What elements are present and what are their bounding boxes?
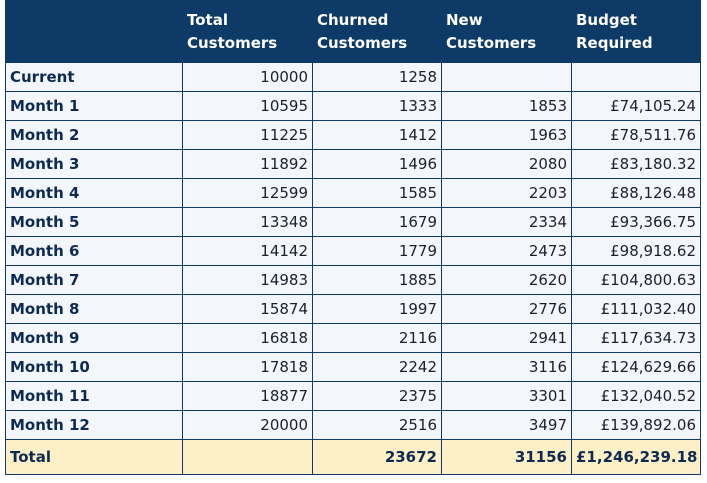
cell: 1585 — [312, 178, 442, 208]
cell: 2375 — [312, 381, 442, 411]
cell — [182, 439, 313, 475]
cell: 2242 — [312, 352, 442, 382]
column-header: Budget Required — [571, 0, 701, 63]
cell: 2116 — [312, 323, 442, 353]
data-row: Month 9 16818 2116 2941 £117,634.73 — [5, 323, 701, 353]
column-header: Churned Customers — [312, 0, 442, 63]
column-header: New Customers — [441, 0, 572, 63]
cell: 3497 — [441, 410, 572, 440]
cell: 1885 — [312, 265, 442, 295]
cell: 2516 — [312, 410, 442, 440]
table-body: Current 10000 1258 Month 1 10595 1333 1853 £74,… — [5, 62, 701, 475]
data-row: Month 8 15874 1997 2776 £111,032.40 — [5, 294, 701, 324]
cell: 13348 — [182, 207, 313, 237]
row-label: Month 6 — [5, 236, 183, 266]
cell: 2203 — [441, 178, 572, 208]
cell: 18877 — [182, 381, 313, 411]
cell: 1997 — [312, 294, 442, 324]
data-row: Month 3 11892 1496 2080 £83,180.32 — [5, 149, 701, 179]
data-row: Month 4 12599 1585 2203 £88,126.48 — [5, 178, 701, 208]
row-label: Month 12 — [5, 410, 183, 440]
data-row: Month 1 10595 1333 1853 £74,105.24 — [5, 91, 701, 121]
cell: 14142 — [182, 236, 313, 266]
row-label: Month 9 — [5, 323, 183, 353]
cell: 1853 — [441, 91, 572, 121]
cell: 3301 — [441, 381, 572, 411]
data-row: Month 2 11225 1412 1963 £78,511.76 — [5, 120, 701, 150]
cell: 3116 — [441, 352, 572, 382]
row-label: Month 4 — [5, 178, 183, 208]
cell: 2334 — [441, 207, 572, 237]
cell: 2776 — [441, 294, 572, 324]
cell: £139,892.06 — [571, 410, 701, 440]
cell: 17818 — [182, 352, 313, 382]
cell — [441, 62, 572, 92]
cell: 10595 — [182, 91, 313, 121]
data-row: Month 5 13348 1679 2334 £93,366.75 — [5, 207, 701, 237]
row-label: Current — [5, 62, 183, 92]
data-row: Current 10000 1258 — [5, 62, 701, 92]
row-label: Month 7 — [5, 265, 183, 295]
row-label: Month 2 — [5, 120, 183, 150]
data-row: Month 11 18877 2375 3301 £132,040.52 — [5, 381, 701, 411]
cell: £98,918.62 — [571, 236, 701, 266]
cell: £104,800.63 — [571, 265, 701, 295]
row-label: Month 3 — [5, 149, 183, 179]
cell: £78,511.76 — [571, 120, 701, 150]
cell: £1,246,239.18 — [571, 439, 701, 475]
cell: £124,629.66 — [571, 352, 701, 382]
cell: £132,040.52 — [571, 381, 701, 411]
data-row: Month 6 14142 1779 2473 £98,918.62 — [5, 236, 701, 266]
row-label: Month 10 — [5, 352, 183, 382]
cell: 1412 — [312, 120, 442, 150]
cell: £88,126.48 — [571, 178, 701, 208]
row-label: Month 5 — [5, 207, 183, 237]
cell: 1496 — [312, 149, 442, 179]
cell: 1258 — [312, 62, 442, 92]
cell: 16818 — [182, 323, 313, 353]
row-label: Total — [5, 439, 183, 475]
cell: 20000 — [182, 410, 313, 440]
corner-cell — [5, 0, 183, 63]
cell: 1333 — [312, 91, 442, 121]
cell: 1779 — [312, 236, 442, 266]
cell — [571, 62, 701, 92]
cell: 2620 — [441, 265, 572, 295]
data-row: Month 7 14983 1885 2620 £104,800.63 — [5, 265, 701, 295]
column-header: Total Customers — [182, 0, 313, 63]
row-label: Month 11 — [5, 381, 183, 411]
cell: £74,105.24 — [571, 91, 701, 121]
cell: 1679 — [312, 207, 442, 237]
cell: 12599 — [182, 178, 313, 208]
cell: 15874 — [182, 294, 313, 324]
data-row: Month 12 20000 2516 3497 £139,892.06 — [5, 410, 701, 440]
cell: £111,032.40 — [571, 294, 701, 324]
cell: 11225 — [182, 120, 313, 150]
cell: 2080 — [441, 149, 572, 179]
table-head: Total Customers Churned Customers New Cust… — [5, 0, 701, 63]
data-row: Month 10 17818 2242 3116 £124,629.66 — [5, 352, 701, 382]
cell: £83,180.32 — [571, 149, 701, 179]
total-row: Total 23672 31156 £1,246,239.18 — [5, 439, 701, 475]
cell: 2941 — [441, 323, 572, 353]
header-row: Total Customers Churned Customers New Cust… — [5, 0, 701, 63]
cell: 2473 — [441, 236, 572, 266]
cell: 31156 — [441, 439, 572, 475]
cell: 10000 — [182, 62, 313, 92]
budget-table: Total Customers Churned Customers New Cust… — [5, 0, 701, 475]
cell: £117,634.73 — [571, 323, 701, 353]
cell: 23672 — [312, 439, 442, 475]
row-label: Month 1 — [5, 91, 183, 121]
row-label: Month 8 — [5, 294, 183, 324]
cell: 1963 — [441, 120, 572, 150]
cell: 11892 — [182, 149, 313, 179]
cell: 14983 — [182, 265, 313, 295]
cell: £93,366.75 — [571, 207, 701, 237]
